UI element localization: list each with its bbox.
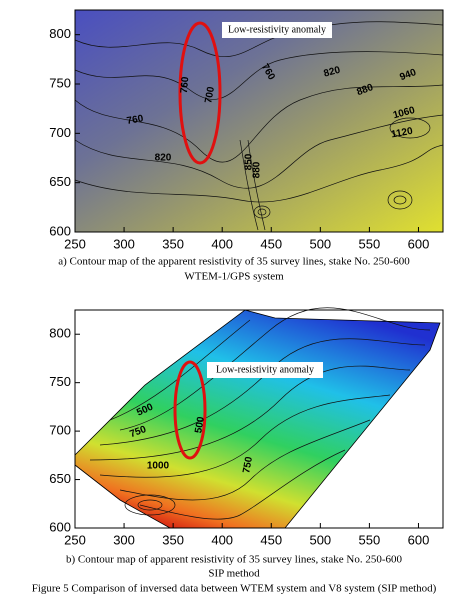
x-tick-label: 350: [162, 236, 184, 251]
contour-label: 750: [241, 455, 255, 474]
x-tick-label: 400: [211, 532, 233, 547]
contour-label: 820: [155, 153, 172, 164]
x-tick-label: 600: [408, 532, 430, 547]
y-tick-label: 700: [49, 423, 71, 438]
contour-label: 880: [252, 161, 263, 178]
contour-label: 700: [203, 85, 217, 104]
x-tick-label: 600: [408, 236, 430, 251]
figure-caption: Figure 5 Comparison of inversed data bet…: [32, 583, 437, 595]
y-tick-label: 600: [49, 223, 71, 238]
y-tick-label: 650: [49, 471, 71, 486]
annotation: Low-resistivity anomaly: [216, 364, 314, 375]
y-tick-label: 750: [49, 374, 71, 389]
plot-frame: [74, 9, 444, 233]
anomaly-ellipse: [178, 21, 222, 165]
y-tick-label: 750: [49, 75, 71, 90]
x-tick-label: 250: [64, 532, 86, 547]
x-tick-label: 350: [162, 532, 184, 547]
x-tick-label: 500: [309, 236, 331, 251]
contour-label: 850: [244, 153, 255, 170]
y-tick-label: 800: [49, 26, 71, 41]
panel-caption: b) Contour map of apparent resistivity o…: [66, 554, 403, 566]
x-tick-label: 500: [309, 532, 331, 547]
contour-label: 820: [323, 65, 342, 80]
x-tick-label: 250: [64, 236, 86, 251]
contour-label: 1000: [147, 461, 170, 472]
y-tick-label: 650: [49, 174, 71, 189]
annotation-box: [207, 362, 323, 378]
contour-label: 1120: [390, 126, 414, 141]
annotation: Low-resistivity anomaly: [228, 24, 326, 35]
contour-label: 760: [126, 113, 145, 127]
anomaly-ellipse: [173, 360, 207, 460]
y-tick-label: 700: [49, 125, 71, 140]
x-tick-label: 400: [211, 236, 233, 251]
x-tick-label: 550: [359, 236, 381, 251]
contour-label: 760: [179, 76, 191, 94]
x-tick-label: 450: [260, 532, 282, 547]
y-tick-label: 600: [49, 519, 71, 534]
panel-subcaption: SIP method: [208, 568, 260, 580]
plot-frame: [74, 309, 444, 529]
x-tick-label: 450: [260, 236, 282, 251]
contour-field: [75, 10, 443, 232]
x-tick-label: 300: [113, 532, 135, 547]
panel-subcaption: WTEM-1/GPS system: [184, 271, 284, 283]
x-tick-label: 300: [113, 236, 135, 251]
x-tick-label: 550: [359, 532, 381, 547]
annotation-box: [222, 22, 332, 38]
y-tick-label: 800: [49, 326, 71, 341]
contour-lines: [74, 21, 444, 231]
panel-caption: a) Contour map of the apparent resistivi…: [58, 256, 410, 268]
contour-label: 500: [193, 415, 207, 434]
